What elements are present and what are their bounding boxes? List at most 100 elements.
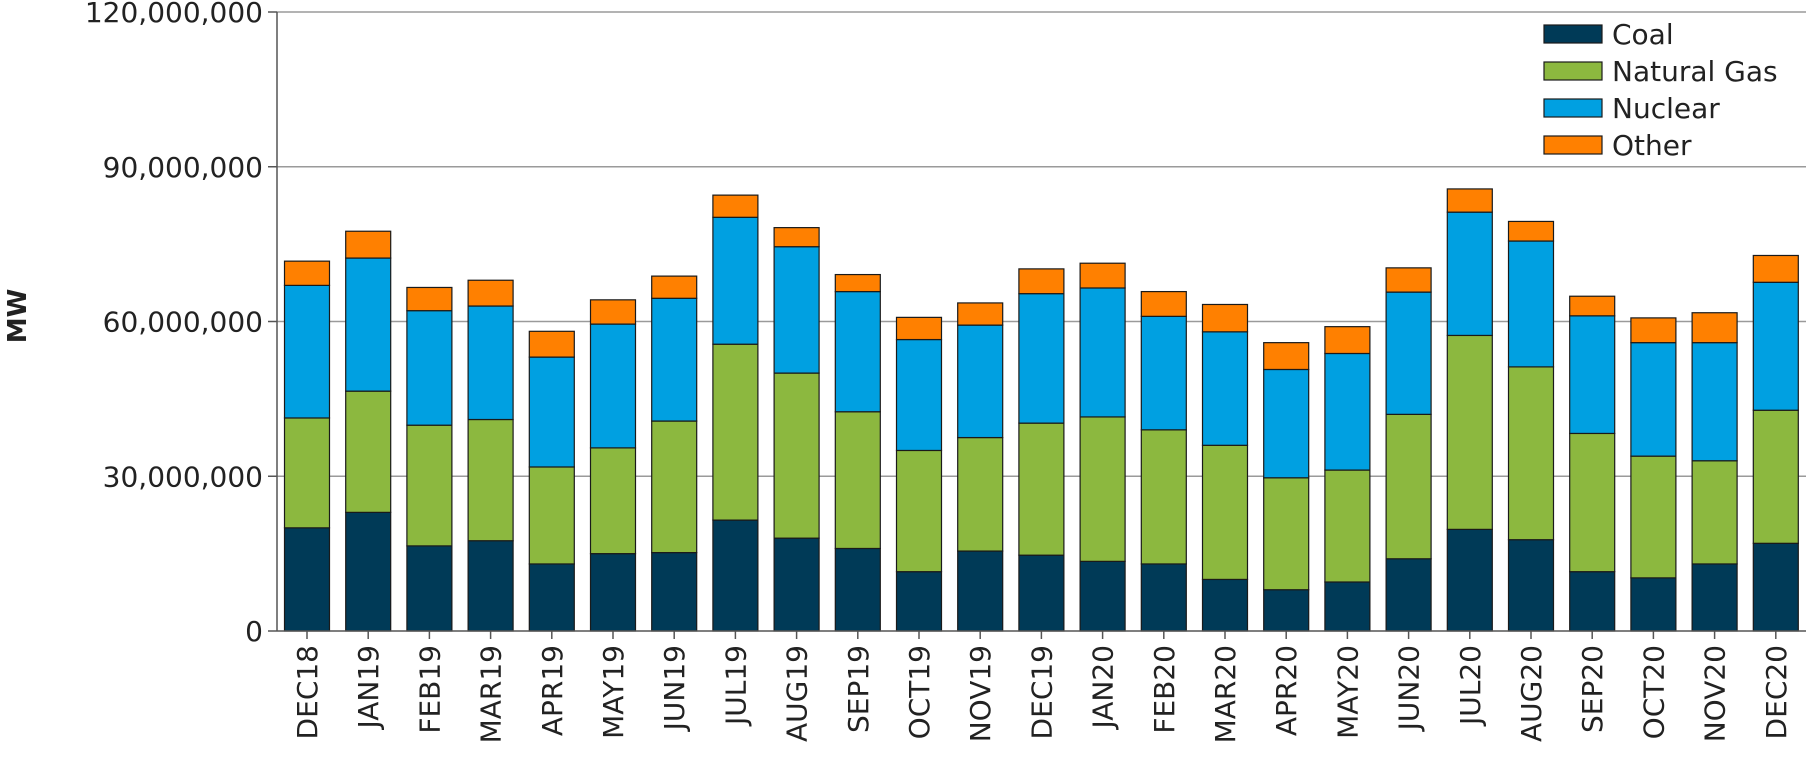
bar-segment-natural-gas <box>1201 444 1249 581</box>
x-tick-label: AUG19 <box>781 645 814 742</box>
legend-label: Natural Gas <box>1612 55 1778 88</box>
y-tick-label: 60,000,000 <box>103 306 263 339</box>
bar-segment-nuclear <box>1018 293 1065 424</box>
bar-segment-natural-gas <box>1385 413 1432 560</box>
x-tick-label: SEP20 <box>1576 645 1609 733</box>
bar-segment-nuclear <box>589 323 637 449</box>
bar-segment-nuclear <box>1140 315 1187 431</box>
legend-swatch-nuclear <box>1543 98 1603 118</box>
bar-segment-natural-gas <box>712 343 759 521</box>
bar-segment-natural-gas <box>1630 455 1677 579</box>
y-tick-label: 120,000,000 <box>85 0 263 29</box>
bar-segment-nuclear <box>1691 342 1738 462</box>
bar-segment-natural-gas <box>834 411 881 550</box>
bar-segment-nuclear <box>651 297 698 422</box>
y-axis-label: MW <box>3 289 33 344</box>
x-tick-label: DEC19 <box>1025 645 1058 739</box>
x-tick-label: DEC18 <box>291 645 324 739</box>
x-tick-label: FEB19 <box>413 645 446 734</box>
bar-segment-nuclear <box>1752 281 1799 411</box>
x-tick-label: JUL19 <box>719 645 752 727</box>
bar-segment-coal <box>1630 577 1677 632</box>
bar-segment-other <box>957 302 1004 326</box>
bar-segment-natural-gas <box>1446 334 1493 530</box>
x-tick-label: NOV20 <box>1699 645 1732 742</box>
bar-segment-natural-gas <box>283 417 331 529</box>
bar-segment-coal <box>773 537 820 632</box>
x-tick-label: MAR20 <box>1209 645 1242 743</box>
bar-segment-nuclear <box>1630 342 1677 457</box>
bar-segment-other <box>1507 220 1555 242</box>
legend-label: Coal <box>1612 18 1674 51</box>
x-tick-label: SEP19 <box>842 645 875 733</box>
x-tick-label: OCT20 <box>1637 645 1670 739</box>
bar-segment-other <box>1140 290 1187 317</box>
x-tick-label: FEB20 <box>1148 645 1181 734</box>
bar-segment-nuclear <box>1569 315 1616 435</box>
bar-segment-coal <box>1018 554 1065 632</box>
bar-segment-other <box>1201 303 1249 333</box>
bars <box>283 188 1799 632</box>
bar-segment-coal <box>1263 589 1310 632</box>
bar-segment-nuclear <box>1385 291 1432 415</box>
x-tick-labels: DEC18 JAN19 FEB19 MAR19 APR19 MAY19 JUN19 JUL19… <box>291 645 1793 743</box>
bar-segment-natural-gas <box>1263 477 1310 591</box>
bar-segment-nuclear <box>345 257 392 392</box>
bar-segment-nuclear <box>895 338 943 452</box>
bar-segment-coal <box>895 571 943 632</box>
bar-segment-other <box>1018 268 1065 295</box>
y-tick-labels: 0 30,000,000 60,000,000 90,000,000 120,000,0… <box>85 0 263 648</box>
bar-segment-other <box>467 279 514 307</box>
bar-segment-coal <box>1324 581 1371 632</box>
bar-segment-other <box>651 275 698 299</box>
bar-segment-natural-gas <box>957 436 1004 552</box>
bar-segment-nuclear <box>1263 368 1310 479</box>
bar-segment-nuclear <box>834 290 881 413</box>
x-tick-label: MAY20 <box>1331 645 1364 739</box>
legend: Coal Natural Gas Nuclear Other <box>1543 18 1778 162</box>
bar-segment-other <box>834 273 881 293</box>
bar-segment-natural-gas <box>1752 409 1799 544</box>
bar-segment-other <box>773 227 820 248</box>
legend-swatch-other <box>1543 135 1603 155</box>
bar-segment-natural-gas <box>1324 469 1371 583</box>
bar-segment-natural-gas <box>467 418 514 542</box>
x-tick-label: DEC20 <box>1760 645 1793 739</box>
bar-segment-coal <box>712 519 759 632</box>
bar-segment-natural-gas <box>895 449 943 573</box>
legend-swatch-coal <box>1543 24 1603 44</box>
bar-segment-nuclear <box>406 310 453 426</box>
bar-segment-nuclear <box>283 284 331 419</box>
bar-segment-nuclear <box>712 216 759 345</box>
bar-segment-other <box>1691 312 1738 344</box>
x-tick-label: JUN19 <box>658 645 691 732</box>
bar-segment-natural-gas <box>773 372 820 539</box>
bar-segment-natural-gas <box>651 420 698 554</box>
x-tick-label: NOV19 <box>964 645 997 742</box>
bar-segment-coal <box>283 527 331 632</box>
y-tick-label: 30,000,000 <box>103 460 263 493</box>
bar-segment-natural-gas <box>345 390 392 513</box>
bar-segment-nuclear <box>528 356 575 468</box>
x-tick-label: MAY19 <box>597 645 630 739</box>
x-tick-label: APR20 <box>1270 645 1303 736</box>
x-tick-label: JUL20 <box>1454 645 1487 727</box>
bar-segment-natural-gas <box>1691 460 1738 565</box>
bar-segment-natural-gas <box>406 424 453 547</box>
bar-segment-coal <box>406 545 453 632</box>
legend-swatch-natural-gas <box>1543 61 1603 81</box>
bar-segment-other <box>1630 317 1677 344</box>
bar-segment-natural-gas <box>1507 366 1555 541</box>
bar-segment-other <box>1263 342 1310 371</box>
bar-segment-other <box>712 194 759 218</box>
bar-segment-other <box>1324 326 1371 355</box>
bar-segment-coal <box>528 563 575 632</box>
x-tick-label: APR19 <box>536 645 569 736</box>
bar-segment-natural-gas <box>528 466 575 565</box>
y-tick-label: 0 <box>245 615 263 648</box>
bar-segment-coal <box>1507 539 1555 632</box>
bar-segment-natural-gas <box>1569 432 1616 573</box>
bar-segment-other <box>1569 295 1616 317</box>
